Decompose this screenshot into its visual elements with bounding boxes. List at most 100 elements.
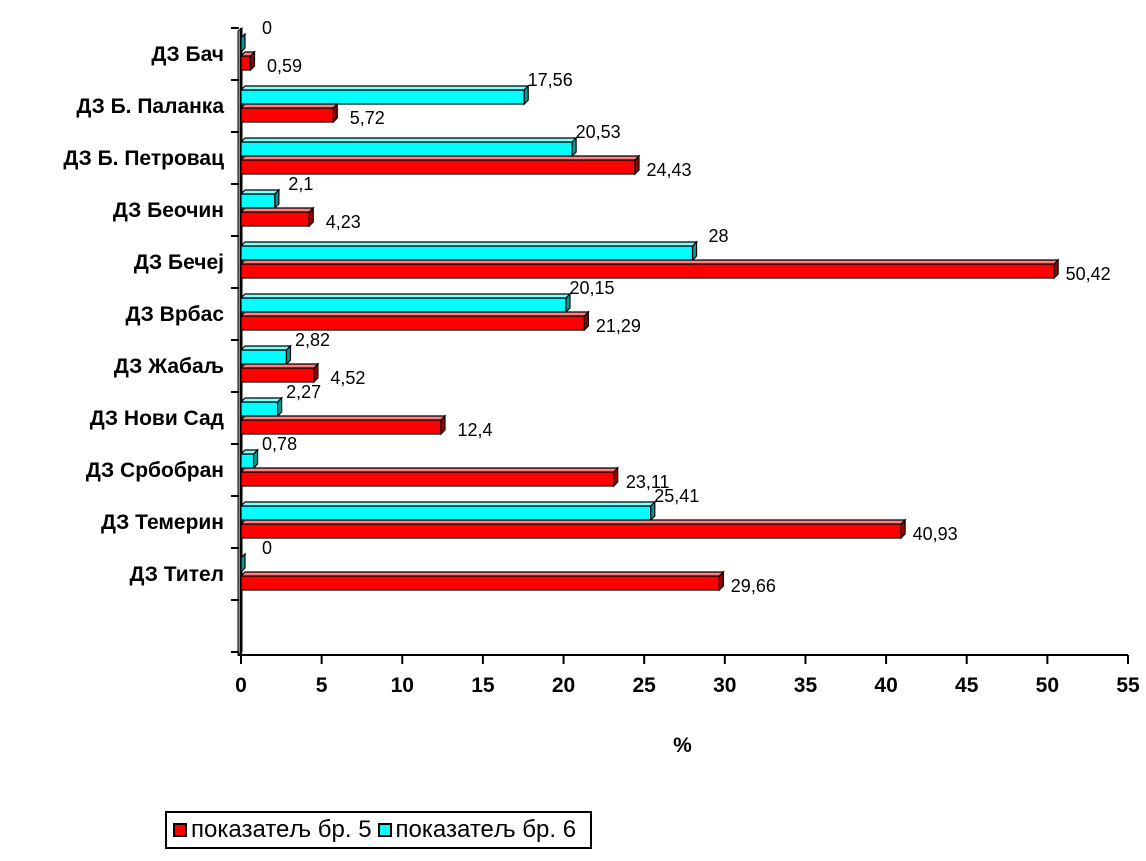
bar-series-5-top	[239, 103, 339, 109]
bar-series-6-side	[691, 240, 698, 262]
data-label-series-6: 0	[262, 18, 272, 38]
bar-series-5-top	[239, 311, 590, 317]
bar-series-5-side	[313, 362, 319, 384]
category-label: ДЗ Беочин	[113, 199, 224, 222]
bar-series-6-side	[523, 84, 529, 106]
category-label: ДЗ Србобран	[86, 459, 224, 482]
data-label-series-6: 0,78	[262, 434, 297, 454]
bar-series-5-side	[1053, 258, 1059, 280]
bar-series-6-top	[239, 345, 292, 351]
x-tick-label: 15	[471, 674, 495, 697]
bar-series-6-face	[240, 401, 279, 417]
bar-series-6-face	[240, 245, 694, 261]
x-tick-label: 10	[391, 674, 414, 697]
data-label-series-6: 20,15	[569, 278, 614, 298]
x-tick-label: 50	[1036, 674, 1059, 697]
bar-series-5-face	[240, 315, 585, 331]
x-tick-label: 0	[235, 674, 247, 697]
bar-series-5-top	[239, 363, 320, 369]
x-tick-label: 45	[955, 674, 979, 697]
x-tick-label: 5	[316, 674, 328, 697]
bar-series-6-side	[650, 500, 656, 522]
data-label-series-6: 25,41	[654, 486, 699, 506]
bar-series-6-face	[240, 505, 652, 521]
legend-swatch-red	[173, 823, 187, 837]
legend-item-series-6: показатељ бр. 6	[377, 816, 577, 844]
bar-series-6-face	[240, 453, 255, 469]
legend-item-series-5: показатељ бр. 5	[173, 816, 372, 844]
bar-series-5-face	[240, 575, 720, 591]
legend-label-series-6: показатељ бр. 6	[395, 816, 577, 843]
data-label-series-6: 28	[709, 226, 729, 246]
data-label-series-6: 2,27	[286, 382, 321, 402]
bar-series-5-side	[308, 206, 314, 228]
data-label-series-5: 12,4	[457, 420, 492, 440]
category-label: ДЗ Бач	[151, 43, 224, 66]
bar-series-5-top	[239, 571, 725, 577]
bar-series-6-side	[252, 448, 259, 470]
category-label: ДЗ Темерин	[101, 511, 224, 534]
bar-series-5-side	[332, 102, 338, 124]
bar-series-5-face	[240, 523, 902, 539]
bar-series-5-face	[240, 159, 636, 175]
bar-series-5-top	[239, 207, 315, 213]
data-label-series-5: 4,23	[326, 212, 361, 232]
data-label-series-6: 0	[262, 538, 272, 558]
bar-series-5-top	[239, 519, 907, 525]
category-label: ДЗ Бечеј	[134, 251, 224, 274]
bar-series-5-top	[239, 415, 447, 421]
x-tick-label: 40	[874, 674, 897, 697]
data-label-series-5: 5,72	[350, 108, 385, 128]
legend-label-series-5: показатељ бр. 5	[191, 816, 372, 843]
bar-series-5-top	[239, 467, 620, 473]
data-label-series-6: 17,56	[528, 70, 573, 90]
legend-swatch-cyan	[377, 823, 392, 837]
bar-series-6-face	[240, 297, 567, 313]
data-label-series-6: 2,82	[295, 330, 330, 350]
bar-series-6-top	[239, 85, 530, 91]
bar-series-6-top	[239, 137, 578, 143]
chart-legend: показатељ бр. 5 показатељ бр. 6	[165, 811, 593, 849]
bar-series-6-top	[239, 189, 281, 195]
bar-series-6-side	[571, 136, 577, 158]
data-label-series-5: 4,52	[330, 368, 365, 388]
bar-series-5-side	[900, 518, 906, 540]
data-label-series-5: 50,42	[1066, 264, 1111, 284]
data-label-series-5: 24,43	[646, 160, 691, 180]
bar-series-6-side	[277, 396, 283, 418]
bar-series-5-face	[240, 419, 442, 435]
bar-series-5-side	[634, 154, 640, 176]
category-label: ДЗ Нови Сад	[90, 407, 224, 430]
bar-series-5-face	[240, 55, 252, 71]
bar-series-5-side	[718, 570, 724, 592]
bar-series-6-face	[240, 349, 288, 365]
bar-series-5-side	[583, 310, 589, 332]
bar-series-5-side	[249, 50, 256, 72]
bar-series-6-top	[239, 293, 572, 299]
category-label: ДЗ Врбас	[125, 303, 224, 326]
x-tick-label: 25	[633, 674, 657, 697]
x-tick-label: 55	[1116, 674, 1140, 697]
category-label: ДЗ Жабаљ	[114, 355, 224, 378]
bar-series-5-side	[440, 414, 446, 436]
category-label: ДЗ Тител	[130, 563, 224, 586]
category-label: ДЗ Б. Паланка	[76, 95, 224, 118]
bar-series-5-face	[240, 107, 334, 123]
category-label: ДЗ Б. Петровац	[63, 147, 224, 170]
data-label-series-6: 2,1	[288, 174, 313, 194]
data-label-series-6: 20,53	[576, 122, 621, 142]
bar-series-6-top	[239, 501, 657, 507]
bar-series-5-top	[239, 155, 641, 161]
bar-series-6-side	[240, 32, 246, 54]
bar-series-6-top	[239, 397, 284, 403]
x-axis-title: %	[673, 734, 692, 757]
data-label-series-5: 40,93	[913, 524, 958, 544]
x-tick-label: 35	[794, 674, 818, 697]
bar-series-6-face	[240, 89, 525, 105]
bar-series-5-side	[613, 466, 619, 488]
bar-series-6-face	[240, 141, 573, 157]
x-tick-label: 30	[713, 674, 736, 697]
bar-series-5-face	[240, 367, 315, 383]
bar-series-6-side	[240, 552, 246, 574]
bar-series-6-side	[274, 188, 280, 210]
